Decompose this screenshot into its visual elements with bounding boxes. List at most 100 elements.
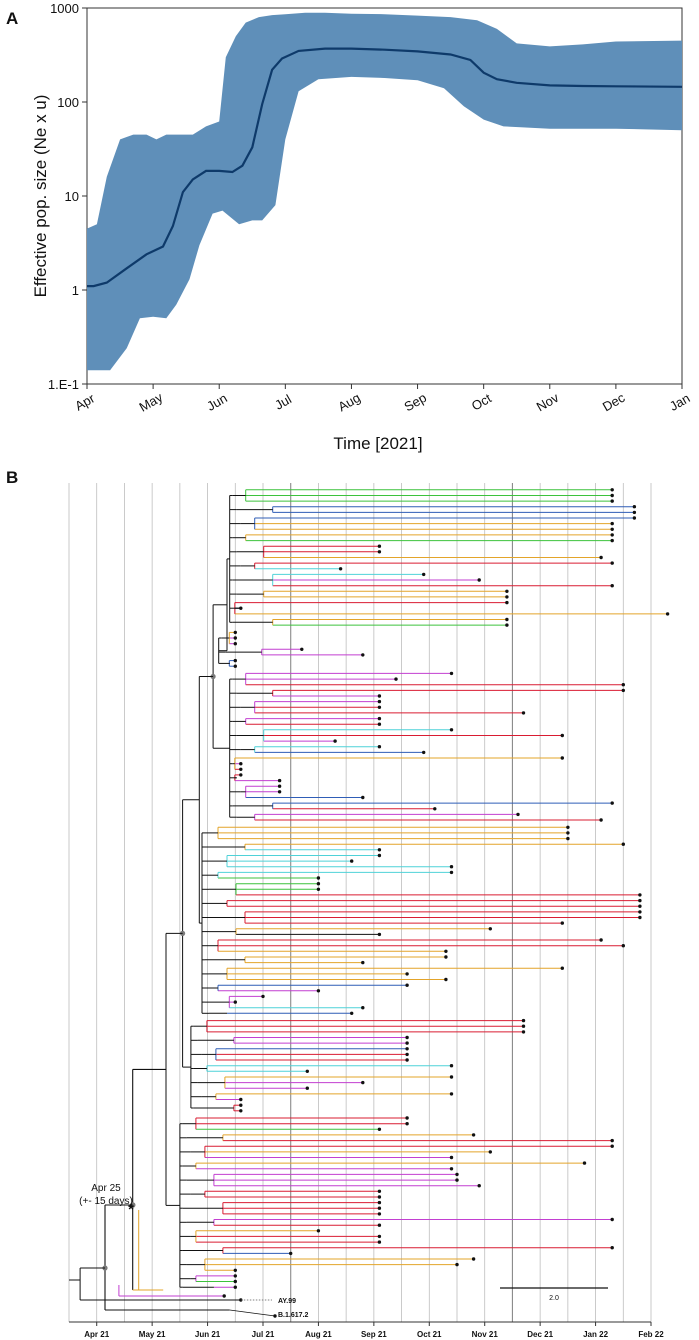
tree-tip [405,1052,409,1057]
tree-tip [405,1058,409,1062]
tree-tip [560,966,564,970]
tree-tip [505,617,509,622]
tree-tip [338,567,343,571]
tree-tip [377,848,382,852]
tree-tip [277,790,282,794]
tree-tip [521,1018,526,1023]
tree-tip [610,1144,614,1148]
tree-tip [405,1116,409,1120]
tree-tip [233,636,237,640]
time-gridlines [68,483,652,1322]
tree-tip [599,818,603,822]
y-axis-label: Effective pop. size (Ne x u) [31,95,50,298]
tree-tip [566,831,570,835]
tree-tip [610,538,614,543]
tree-tip [621,944,625,948]
panel-label-b: B [6,468,18,487]
tree-tip [610,533,614,537]
tree-tip [505,589,509,593]
tree-tip [582,1161,587,1165]
tree-tip [455,1172,459,1177]
tree-tip [665,612,670,616]
time-tick-label: Oct 21 [417,1330,442,1339]
tree-tip [377,1127,382,1132]
tree-tip [449,1167,454,1171]
tree-tip [516,812,520,817]
y-tick-label: 10 [65,189,79,204]
tree-tip [632,510,637,515]
hpd-interval-band [87,12,682,371]
tree-tip [610,584,614,588]
tree-tip [239,1097,243,1102]
tree-tip [521,1024,526,1028]
tree-tip [599,938,603,942]
tree-tip [521,711,526,715]
tree-tip [405,1035,409,1040]
tree-tip [350,859,354,863]
tree-tip [610,1138,614,1143]
tree-tip [449,1092,454,1096]
tree-tip [610,521,614,526]
tree-tip [610,488,614,492]
tree-tip [377,1195,382,1199]
time-tick-label: Dec 21 [527,1330,553,1339]
tree-tip [560,921,564,925]
time-tick-label: Aug 21 [305,1330,332,1339]
tree-tip [239,606,243,610]
tree-tip [471,1133,476,1137]
tree-tip [316,1229,321,1233]
tree-tip [239,773,243,777]
tree-tip [377,716,382,721]
tree-tip [610,801,614,805]
tree-tip [377,932,382,937]
root-star-marker: * [128,1201,134,1218]
tree-tip [455,1262,459,1267]
tree-tip [377,1212,382,1216]
y-tick-label: 1.E-1 [48,377,79,392]
tree-tip [222,1294,226,1298]
tree-tip [233,1279,237,1284]
tree-tip [449,1155,454,1160]
tree-tip [566,825,570,829]
tree-tip [632,516,637,520]
tree-tip [239,762,243,766]
tree-tip [233,664,237,668]
tree-tip [316,887,321,891]
tree-tip [361,653,365,657]
y-tick-label: 100 [57,95,79,110]
tree-tip [405,1047,409,1051]
tree-tip [377,745,382,749]
tree-tip [488,927,492,931]
tree-tip [444,955,448,959]
time-tick-label: Apr 21 [84,1330,109,1339]
tree-tip [361,795,365,800]
tree-tip [477,1184,481,1188]
time-tick-label: May 21 [139,1330,166,1339]
tree-tip [233,658,237,663]
tree-tip [233,1268,237,1273]
tree-tip [333,739,337,743]
tree-tip [638,898,642,903]
tree-tip [233,1285,237,1289]
tree-tip [610,527,614,531]
scale-bar-label: 2.0 [549,1295,559,1302]
tree-tip [638,910,642,914]
tree-tip [277,778,282,783]
tree-tip [316,989,321,993]
y-tick-label: 1 [72,283,79,298]
tree-tip [316,882,321,886]
tree-tip [449,1064,454,1068]
root-date-range-label: (+- 15 days) [79,1196,133,1207]
tree-tip [638,915,642,920]
tree-tip [305,1069,309,1074]
tree-tip [449,671,454,676]
panel-label-a: A [6,9,18,28]
tree-tip [488,1150,492,1154]
tree-tip [361,1080,365,1085]
tree-tip [300,647,304,651]
tree-tip [377,1240,382,1244]
x-axis: Apr May Jun Jul Aug Sep Oct Nov Dec Jan [72,384,693,415]
tree-tip [521,1030,526,1034]
time-tick-label: Sep 21 [361,1330,387,1339]
